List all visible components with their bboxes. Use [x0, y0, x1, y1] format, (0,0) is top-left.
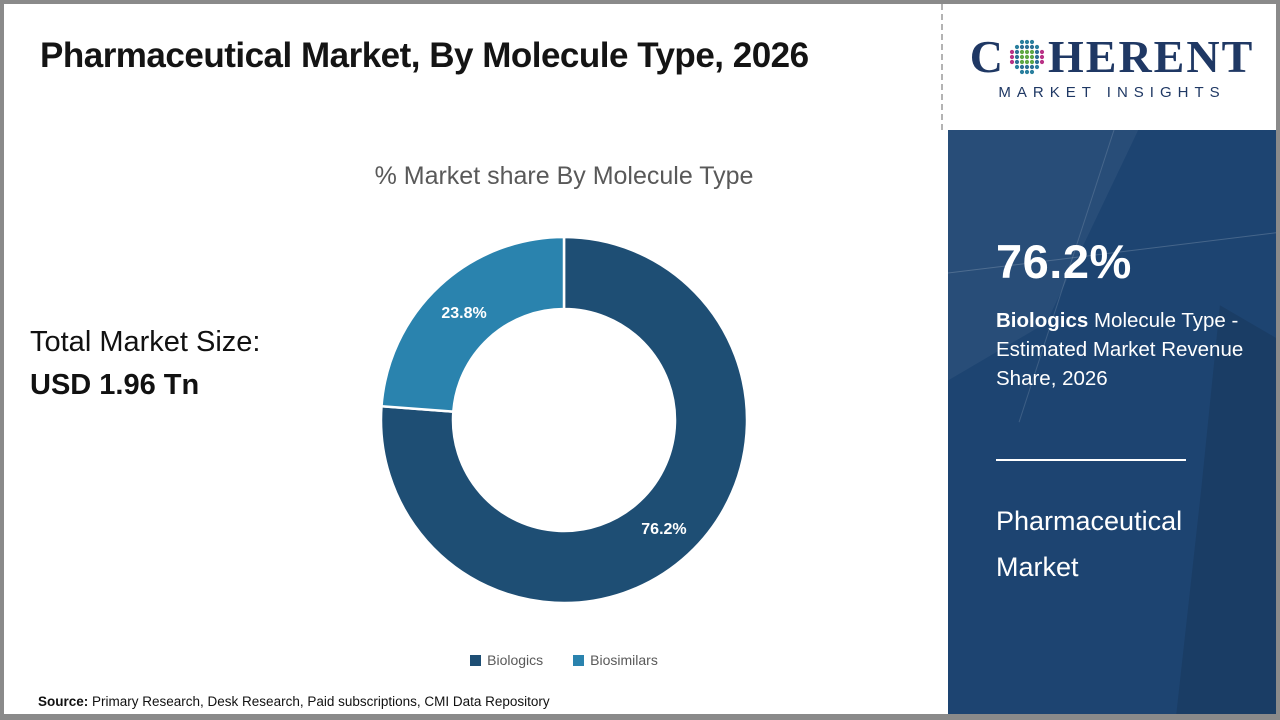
source-text: Primary Research, Desk Research, Paid su… — [88, 694, 550, 709]
legend-item-biologics: Biologics — [470, 652, 543, 668]
source-note: Source: Primary Research, Desk Research,… — [38, 694, 550, 709]
donut-chart-svg: 76.2% 23.8% — [379, 235, 749, 605]
donut-chart: 76.2% 23.8% — [374, 230, 754, 610]
report-name-line1: Pharmaceutical — [996, 506, 1183, 536]
donut-slice-biologics — [379, 235, 749, 605]
total-market-size-value: USD 1.96 Tn — [30, 369, 200, 401]
report-name: Pharmaceutical Market — [996, 498, 1182, 590]
logo-text-herent: HERENT — [1047, 30, 1255, 82]
header-dashed-separator — [941, 4, 943, 130]
total-market-size-label: Total Market Size: — [30, 326, 261, 358]
sidebar-divider — [996, 459, 1186, 461]
legend-label: Biosimilars — [590, 652, 658, 668]
highlight-sidebar: 76.2% Biologics Molecule Type - Estimate… — [948, 130, 1276, 714]
highlight-stat-value: 76.2% — [996, 235, 1132, 288]
page-title: Pharmaceutical Market, By Molecule Type,… — [40, 36, 809, 75]
donut-data-label: 76.2% — [641, 521, 686, 538]
source-label: Source: — [38, 694, 89, 709]
logo-text-c: C — [969, 30, 1005, 82]
donut-data-label: 23.8% — [441, 305, 486, 322]
stat-description-bold: Biologics — [996, 309, 1089, 332]
legend-swatch — [470, 654, 482, 666]
logo-subtitle: MARKET INSIGHTS — [998, 83, 1226, 101]
stat-description-rest: Molecule Type - Estimated Market Revenue… — [996, 309, 1244, 390]
logo-wordmark: C HERENT — [969, 30, 1255, 82]
dotted-globe-icon — [1009, 39, 1045, 74]
donut-slice-biosimilars — [380, 235, 566, 413]
report-name-line2: Market — [996, 552, 1079, 582]
legend-item-biosimilars: Biosimilars — [573, 652, 658, 668]
total-market-size-block: Total Market Size: USD 1.96 Tn — [30, 326, 260, 402]
highlight-stat-description: Biologics Molecule Type - Estimated Mark… — [996, 306, 1250, 393]
brand-logo: C HERENT MARKET INSIGHTS — [948, 4, 1276, 130]
chart-legend: Biologics Biosimilars — [324, 652, 804, 668]
chart-title: % Market share By Molecule Type — [374, 162, 754, 190]
legend-swatch — [573, 654, 585, 666]
legend-label: Biologics — [487, 652, 544, 668]
